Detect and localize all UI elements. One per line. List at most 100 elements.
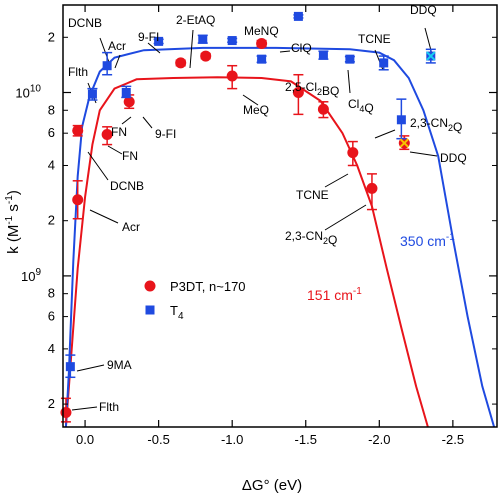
annotation-4: 2-EtAQ: [176, 13, 215, 27]
curve-label-350: 350 cm-1: [400, 232, 455, 249]
marker: [347, 147, 359, 159]
annotation-9: 2,5-Cl2BQ: [285, 80, 339, 98]
annotation-leader-lines: [71, 27, 438, 411]
annotation-0: DCNB: [68, 16, 102, 30]
y-minor-tick-label-6: 6: [48, 125, 55, 140]
annotation-line-15: [107, 145, 123, 155]
annotation-line-0: [99, 37, 111, 66]
point-t4-11: [378, 55, 389, 71]
data-points: [60, 11, 436, 423]
y-axis-title: k (M-1 s-1): [4, 190, 22, 254]
point-t4-2: [102, 51, 113, 76]
marker: [257, 54, 267, 64]
point-p3dt-1: [72, 124, 84, 137]
annotation-3: 9-FI: [138, 30, 159, 44]
legend-label-0: P3DT, n~170: [170, 279, 246, 294]
x-tick-label-4: -2.0: [368, 432, 390, 447]
curve-label-151: 151 cm-1: [307, 286, 362, 303]
y-minor-tick-label-8: 2: [48, 29, 55, 44]
marker: [292, 87, 304, 99]
annotation-21: 9MA: [107, 358, 132, 372]
annotation-1: Flth: [68, 65, 88, 79]
annotation-14: 9-FI: [155, 127, 176, 141]
marker: [72, 125, 84, 137]
marker: [200, 50, 212, 62]
x-axis-title: ΔG° (eV): [242, 477, 302, 494]
y-minor-tick-label-5: 4: [48, 157, 55, 172]
point-p3dt-11: [347, 140, 359, 167]
marker: [101, 129, 113, 141]
marker: [345, 54, 355, 64]
annotation-20: 2,3-CN2Q: [285, 229, 337, 247]
x-tick-label-2: -1.0: [221, 432, 243, 447]
point-p3dt-8: [256, 38, 268, 50]
marker: [366, 182, 378, 194]
marker: [72, 194, 84, 206]
annotation-line-2: [114, 54, 121, 69]
marker: [123, 96, 135, 108]
annotations: DCNB Flth Acr 9-FI 2-EtAQ MeNQ ClQ TCNE DDQ 2,5-C…: [68, 3, 467, 414]
annotation-10: MeQ: [243, 103, 269, 117]
point-p3dt-7: [226, 64, 238, 90]
annotation-5: MeNQ: [244, 24, 279, 38]
marker: [198, 34, 208, 44]
annotation-line-17: [409, 151, 438, 157]
x-mark-b: [426, 51, 436, 61]
annotation-line-4: [189, 29, 194, 69]
annotation-16: DCNB: [110, 179, 144, 193]
y-major-tick-label-1: 1010: [15, 84, 41, 101]
point-t4-0: [65, 354, 76, 379]
y-minor-tick-label-7: 8: [48, 102, 55, 117]
annotation-6: ClQ: [291, 41, 312, 55]
annotation-2: Acr: [108, 39, 126, 53]
annotation-8: DDQ: [410, 3, 437, 17]
point-t4-8: [293, 11, 304, 21]
point-p3dt-9: [292, 73, 304, 116]
axes: 0.0 -0.5 -1.0 -1.5 -2.0 -2.5 109 1010 2 4 6 8 2 4 6 8 2: [15, 4, 498, 447]
point-t4-12: [396, 98, 407, 140]
legend-marker-1: [145, 305, 155, 315]
annotation-line-12: [374, 129, 396, 139]
point-t4-1: [87, 87, 98, 101]
y-minor-tick-label-2: 6: [48, 309, 55, 324]
annotation-line-11: [347, 69, 351, 94]
special-point-1: [426, 51, 436, 61]
fit-curve-0: [64, 76, 429, 428]
point-t4-5: [197, 34, 208, 44]
marker: [102, 61, 112, 71]
annotation-line-22: [71, 406, 98, 411]
marker: [87, 89, 97, 99]
marker: [175, 57, 187, 69]
marker: [226, 70, 238, 82]
curve-labels: 151 cm-1 350 cm-1: [307, 232, 455, 303]
marker: [396, 115, 406, 125]
x-tick-label-1: -0.5: [147, 432, 169, 447]
y-minor-tick-label-0: 2: [48, 396, 55, 411]
point-t4-4: [153, 36, 164, 46]
point-t4-10: [344, 54, 355, 64]
annotation-line-20: [324, 204, 367, 231]
annotation-line-13: [121, 116, 132, 125]
annotation-17: DDQ: [440, 151, 467, 165]
point-t4-7: [256, 54, 267, 64]
point-p3dt-2: [72, 180, 84, 220]
legend-marker-0: [144, 280, 156, 292]
x-mark-b: [399, 138, 410, 148]
y-minor-tick-label-4: 2: [48, 213, 55, 228]
marker: [317, 103, 329, 115]
annotation-line-3: [147, 42, 161, 54]
annotation-22: Flth: [99, 400, 119, 414]
y-minor-tick-label-1: 4: [48, 341, 55, 356]
point-p3dt-6: [200, 50, 212, 62]
x-tick-label-5: -2.5: [442, 432, 464, 447]
plot-frame: [62, 4, 498, 428]
point-p3dt-10: [317, 101, 329, 119]
legend: P3DT, n~170 T4: [144, 279, 246, 322]
annotation-line-16: [87, 151, 109, 181]
point-t4-3: [121, 85, 132, 99]
point-t4-9: [318, 50, 329, 60]
x-tick-label-3: -1.5: [295, 432, 317, 447]
annotation-12: 2,3-CN2Q: [410, 116, 462, 134]
point-p3dt-5: [175, 57, 187, 69]
